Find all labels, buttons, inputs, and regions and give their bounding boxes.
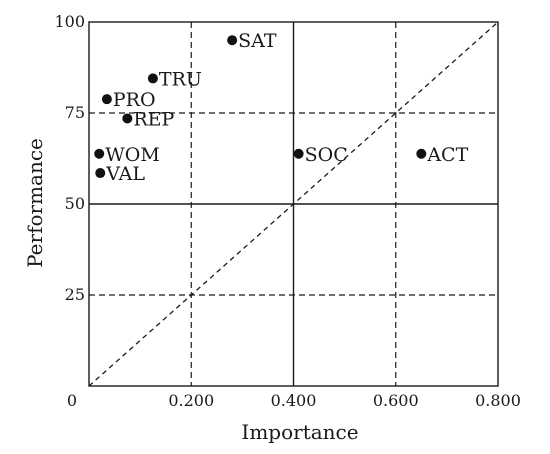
x-tick-label: 0.600 bbox=[373, 391, 419, 410]
gridlines bbox=[89, 22, 498, 386]
data-point-label: REP bbox=[133, 108, 174, 130]
data-point-label: ACT bbox=[426, 144, 468, 166]
data-point-marker bbox=[101, 94, 112, 105]
data-point-label: SOC bbox=[305, 144, 348, 166]
x-tick-label: 0.800 bbox=[475, 391, 521, 410]
data-point-wom: WOM bbox=[94, 144, 160, 166]
y-tick-label: 100 bbox=[54, 12, 85, 31]
plot-frame bbox=[88, 21, 499, 387]
data-point-marker bbox=[147, 73, 158, 84]
data-point-rep: REP bbox=[122, 108, 175, 130]
data-point-act: ACT bbox=[416, 144, 469, 166]
data-point-label: PRO bbox=[113, 89, 156, 111]
y-tick-labels: 25 50 75 100 bbox=[54, 12, 85, 304]
data-point-marker bbox=[227, 35, 238, 46]
diagonal-reference-line bbox=[88, 21, 499, 387]
data-point-label: WOM bbox=[105, 144, 160, 166]
data-point-label: TRU bbox=[159, 68, 202, 90]
data-point-marker bbox=[122, 113, 133, 124]
x-axis-title: Importance bbox=[241, 420, 358, 444]
data-point-sat: SAT bbox=[227, 30, 277, 52]
x-tick-label: 0.400 bbox=[271, 391, 317, 410]
data-point-pro: PRO bbox=[101, 89, 156, 111]
data-point-marker bbox=[293, 148, 304, 159]
data-point-val: VAL bbox=[95, 163, 145, 185]
data-point-label: VAL bbox=[105, 163, 145, 185]
data-point-label: SAT bbox=[238, 30, 277, 52]
x-tick-label: 0.200 bbox=[168, 391, 214, 410]
x-tick-labels: 0 0.200 0.400 0.600 0.800 bbox=[67, 391, 521, 410]
data-point-marker bbox=[416, 148, 427, 159]
y-axis-title: Performance bbox=[23, 138, 47, 268]
data-point-marker bbox=[94, 148, 105, 159]
y-tick-label: 75 bbox=[65, 103, 85, 122]
x-tick-label: 0 bbox=[67, 391, 77, 410]
y-tick-label: 50 bbox=[65, 194, 85, 213]
data-point-soc: SOC bbox=[293, 144, 348, 166]
data-point-marker bbox=[95, 168, 106, 179]
data-point-tru: TRU bbox=[147, 68, 202, 90]
y-tick-label: 25 bbox=[65, 285, 85, 304]
